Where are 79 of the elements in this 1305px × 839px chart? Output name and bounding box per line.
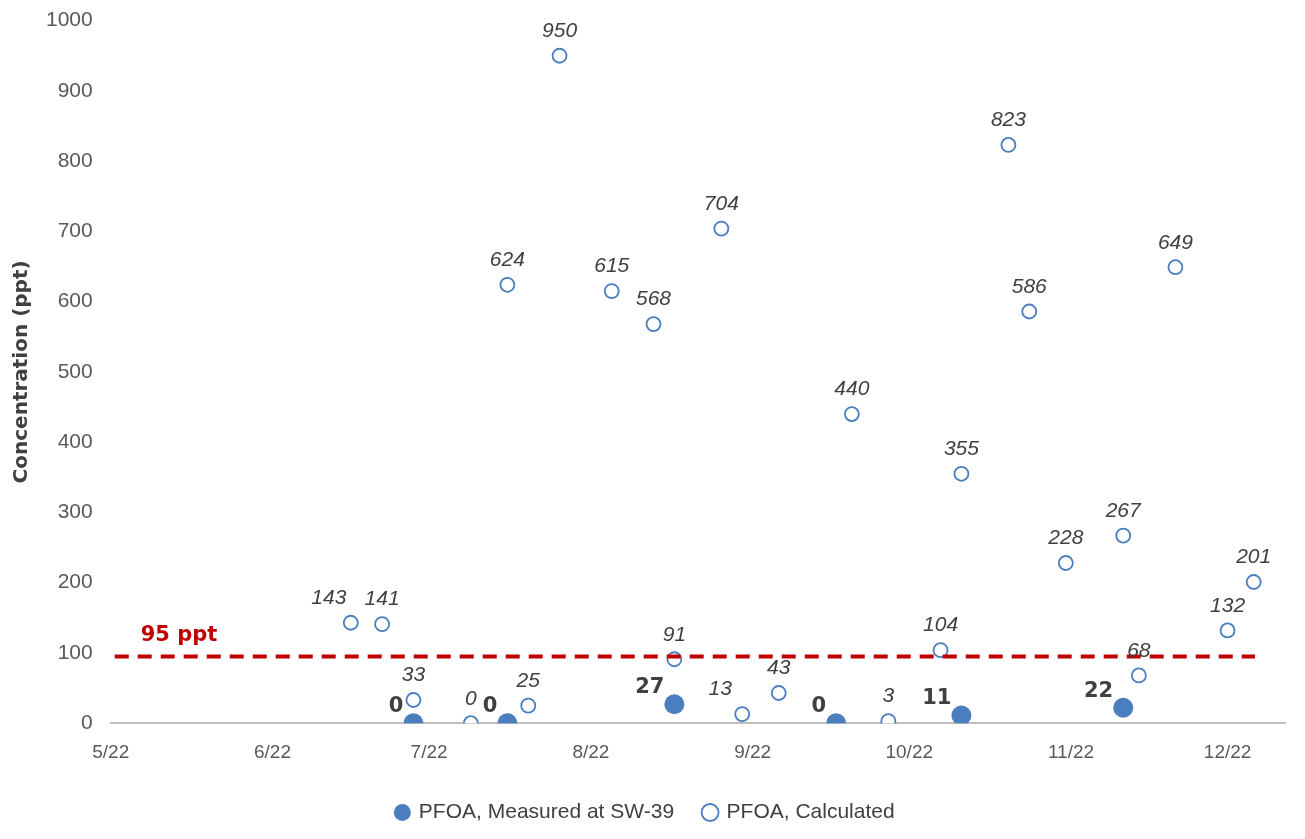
point: [953, 465, 970, 482]
data-label: 132: [1210, 592, 1246, 616]
point: [932, 642, 949, 659]
data-label: 27: [635, 674, 665, 699]
y-tick-label: 700: [57, 218, 93, 242]
point: [664, 694, 685, 715]
data-label: 22: [1083, 677, 1114, 702]
point: [1021, 303, 1038, 320]
data-label: 586: [1011, 273, 1048, 297]
y-tick-label: 800: [57, 147, 93, 171]
data-label: 201: [1235, 544, 1272, 568]
point: [520, 697, 537, 714]
ref-line-label: 95 ppt: [140, 622, 218, 647]
data-label: 615: [594, 253, 630, 277]
y-tick-label: 300: [57, 499, 93, 523]
point: [1115, 527, 1132, 544]
point: [645, 316, 662, 333]
data-label: 0: [388, 693, 404, 718]
data-label: 0: [464, 685, 477, 709]
point: [374, 616, 391, 633]
data-label: 440: [834, 376, 870, 400]
data-label: 25: [515, 667, 541, 691]
x-tick-label: 12/22: [1203, 740, 1252, 762]
data-label: 950: [542, 18, 578, 42]
x-tick-label: 11/22: [1047, 740, 1095, 762]
point: [770, 685, 787, 701]
data-label: 823: [990, 107, 1027, 131]
y-axis-title: Concentration (ppt): [8, 260, 33, 484]
data-label: 228: [1047, 525, 1084, 549]
y-tick-label: 400: [57, 428, 93, 452]
y-tick-label: 200: [57, 569, 93, 593]
data-label: 143: [311, 585, 347, 609]
y-tick-label: 500: [57, 358, 93, 382]
point: [1000, 137, 1017, 153]
point: [1113, 697, 1134, 718]
data-label: 104: [923, 612, 959, 636]
y-tick-label: 100: [57, 639, 93, 663]
data-label: 568: [635, 286, 672, 310]
point: [342, 614, 359, 631]
point: [734, 706, 751, 722]
point: [1057, 555, 1074, 571]
point: [1219, 622, 1236, 639]
legend-label: PFOA, Calculated: [726, 799, 895, 823]
x-tick-label: 10/22: [885, 740, 933, 762]
y-tick-label: 0: [81, 710, 93, 733]
point: [951, 705, 972, 724]
data-label: 0: [811, 693, 827, 718]
point: [713, 220, 730, 237]
data-label: 11: [922, 685, 952, 710]
point: [499, 276, 516, 293]
data-label: 91: [662, 621, 687, 645]
data-label: 43: [767, 655, 791, 679]
data-label: 0: [482, 693, 498, 718]
x-tick-label: 8/22: [572, 740, 610, 762]
data-label: 267: [1104, 497, 1143, 521]
point: [843, 406, 860, 422]
data-label: 3: [882, 683, 895, 707]
data-label: 68: [1127, 637, 1151, 661]
data-label: 355: [943, 436, 980, 460]
point: [1245, 574, 1262, 590]
x-tick-label: 7/22: [410, 740, 448, 762]
point: [1130, 667, 1147, 684]
x-tick-label: 6/22: [254, 740, 291, 762]
data-label: 649: [1157, 229, 1194, 253]
x-tick-label: 5/22: [92, 740, 130, 762]
data-label: 704: [703, 190, 739, 214]
data-label: 141: [364, 586, 400, 610]
point: [1167, 259, 1184, 276]
data-label: 13: [708, 676, 733, 700]
data-label: 624: [489, 247, 525, 271]
y-tick-label: 900: [57, 77, 93, 101]
y-tick-label: 1000: [46, 7, 93, 31]
legend-label: PFOA, Measured at SW-39: [418, 799, 675, 823]
data-label: 33: [401, 662, 426, 686]
x-tick-label: 9/22: [734, 740, 772, 762]
y-tick-label: 600: [57, 288, 93, 312]
point: [551, 47, 568, 64]
point: [405, 692, 422, 708]
point: [603, 283, 620, 299]
